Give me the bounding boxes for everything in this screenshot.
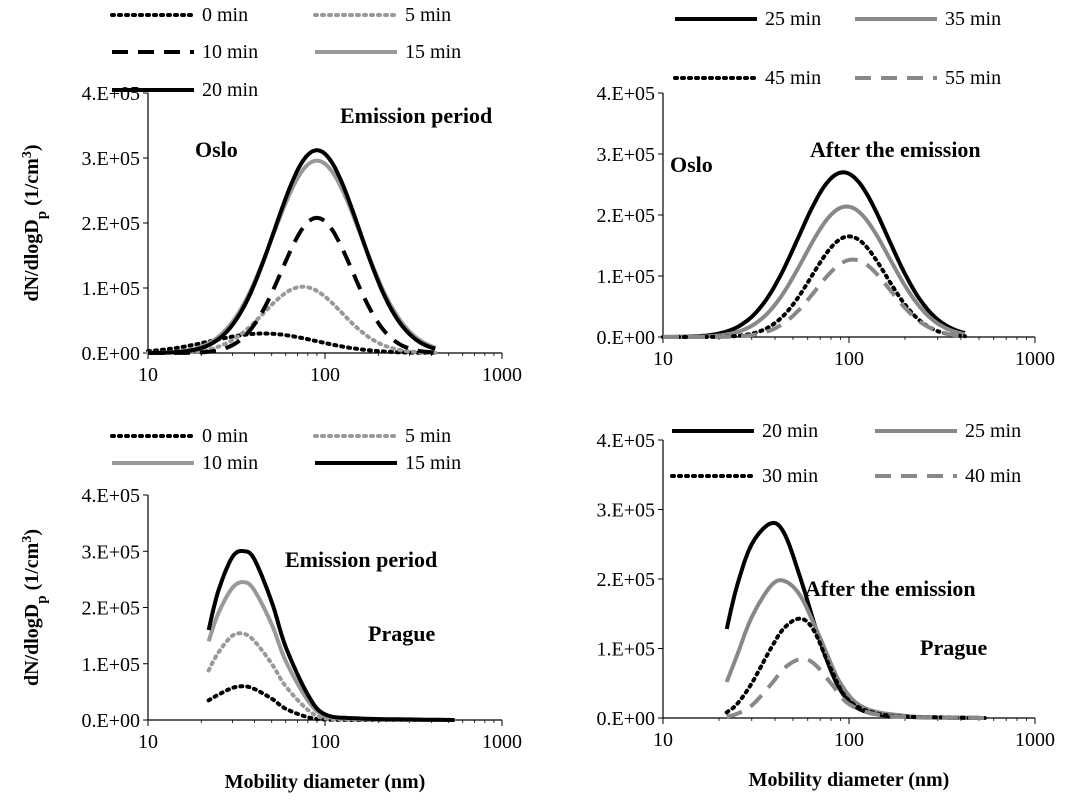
- y-tick-label: 0.E+00: [597, 327, 656, 349]
- series-line: [146, 331, 438, 355]
- legend-label: 55 min: [945, 67, 1001, 89]
- y-tick-label: 3.E+05: [597, 144, 656, 166]
- series-line: [663, 257, 966, 339]
- series-line: [206, 580, 455, 722]
- legend-label: 10 min: [202, 41, 258, 63]
- series-line: [148, 215, 436, 355]
- y-axis-title-main: dN/dlogD: [21, 219, 43, 301]
- y-tick-label: 3.E+05: [82, 541, 141, 563]
- panel-annotation: Emission period: [340, 103, 492, 128]
- panel-prague-emission: 0.E+00 1.E+05 2.E+05 3.E+05 4.E+05 10 100 1000 0…: [20, 425, 523, 793]
- legend-label: 5 min: [405, 4, 451, 26]
- legend-label: 0 min: [202, 4, 248, 26]
- y-axis-title-close: ): [21, 144, 43, 151]
- panel-prague-after: 0.E+00 1.E+05 2.E+05 3.E+05 4.E+05 10 100 1000 2…: [597, 420, 1056, 791]
- x-tick-label: 100: [834, 729, 864, 751]
- series-line: [206, 631, 457, 722]
- panel-oslo-after: 0.E+00 1.E+05 2.E+05 3.E+05 4.E+05 10 100 1000 2…: [597, 8, 1056, 370]
- series-line: [724, 616, 988, 720]
- panel-oslo-emission: 0.E+00 1.E+05 2.E+05 3.E+05 4.E+05 10 100 1000 0…: [20, 4, 523, 386]
- y-axis-title-subscript: p: [34, 595, 50, 603]
- series-line: [146, 284, 438, 355]
- y-tick-label: 1.E+05: [82, 278, 141, 300]
- y-tick-label: 1.E+05: [597, 266, 656, 288]
- legend-label: 25 min: [965, 420, 1021, 442]
- y-tick-label: 2.E+05: [82, 213, 141, 235]
- y-tick-label: 1.E+05: [82, 654, 141, 676]
- legend-label: 0 min: [202, 425, 248, 447]
- series-line: [147, 158, 436, 355]
- x-tick-label: 10: [138, 731, 158, 753]
- y-axis-title-unit: (1/cm: [21, 158, 43, 211]
- x-tick-label: 1000: [1015, 348, 1055, 370]
- panel-annotation: After the emission: [810, 137, 981, 162]
- x-tick-label: 1000: [482, 364, 522, 386]
- legend-label: 10 min: [202, 452, 258, 474]
- x-tick-label: 100: [310, 731, 340, 753]
- series-line: [661, 234, 967, 339]
- legend-label: 25 min: [765, 8, 821, 30]
- legend-label: 30 min: [762, 465, 818, 487]
- series-line: [724, 520, 986, 720]
- legend-label: 15 min: [405, 452, 461, 474]
- y-tick-label: 0.E+00: [82, 710, 141, 732]
- y-axis-title-superscript: 3: [20, 536, 35, 543]
- series-line: [206, 549, 455, 722]
- x-tick-label: 10: [653, 729, 673, 751]
- panel-annotation: Prague: [368, 621, 435, 646]
- panel-annotation: Oslo: [195, 137, 238, 162]
- legend-label: 5 min: [405, 425, 451, 447]
- y-tick-label: 4.E+05: [82, 83, 141, 105]
- y-tick-label: 2.E+05: [597, 205, 656, 227]
- y-axis-title-main: dN/dlogD: [21, 604, 43, 686]
- y-tick-label: 2.E+05: [82, 598, 141, 620]
- series-line: [148, 148, 436, 355]
- y-tick-label: 0.E+00: [82, 343, 141, 365]
- legend-label: 15 min: [405, 41, 461, 63]
- x-tick-label: 1000: [482, 731, 522, 753]
- y-tick-label: 0.E+00: [597, 708, 656, 730]
- panel-annotation: After the emission: [805, 576, 976, 601]
- y-axis-title: dN/dlogDp (1/cm3): [20, 529, 51, 686]
- legend-label: 20 min: [202, 79, 258, 101]
- x-tick-label: 10: [138, 364, 158, 386]
- x-tick-label: 100: [834, 348, 864, 370]
- panel-annotation: Emission period: [285, 547, 437, 572]
- y-axis-title-unit: (1/cm: [21, 542, 43, 595]
- y-tick-label: 1.E+05: [597, 639, 656, 661]
- y-tick-label: 2.E+05: [597, 569, 656, 591]
- legend-label: 45 min: [765, 67, 821, 89]
- y-axis-title-close: ): [21, 529, 43, 536]
- y-axis-title-subscript: p: [34, 211, 50, 219]
- y-tick-label: 3.E+05: [597, 500, 656, 522]
- x-tick-label: 10: [653, 348, 673, 370]
- legend-label: 20 min: [762, 420, 818, 442]
- y-axis-title-superscript: 3: [20, 151, 35, 158]
- panel-annotation: Prague: [920, 635, 987, 660]
- x-tick-label: 100: [310, 364, 340, 386]
- y-tick-label: 4.E+05: [82, 485, 141, 507]
- series-line: [663, 204, 966, 339]
- panel-annotation: Oslo: [670, 152, 713, 177]
- x-axis-title: Mobility diameter (nm): [749, 769, 950, 791]
- series-line: [662, 170, 966, 339]
- x-tick-label: 1000: [1015, 729, 1055, 751]
- x-axis-title: Mobility diameter (nm): [225, 771, 426, 793]
- y-tick-label: 4.E+05: [597, 83, 656, 105]
- legend-label: 40 min: [965, 465, 1021, 487]
- y-tick-label: 4.E+05: [597, 430, 656, 452]
- y-tick-label: 3.E+05: [82, 148, 141, 170]
- legend-label: 35 min: [945, 8, 1001, 30]
- y-axis-title: dN/dlogDp (1/cm3): [20, 144, 51, 301]
